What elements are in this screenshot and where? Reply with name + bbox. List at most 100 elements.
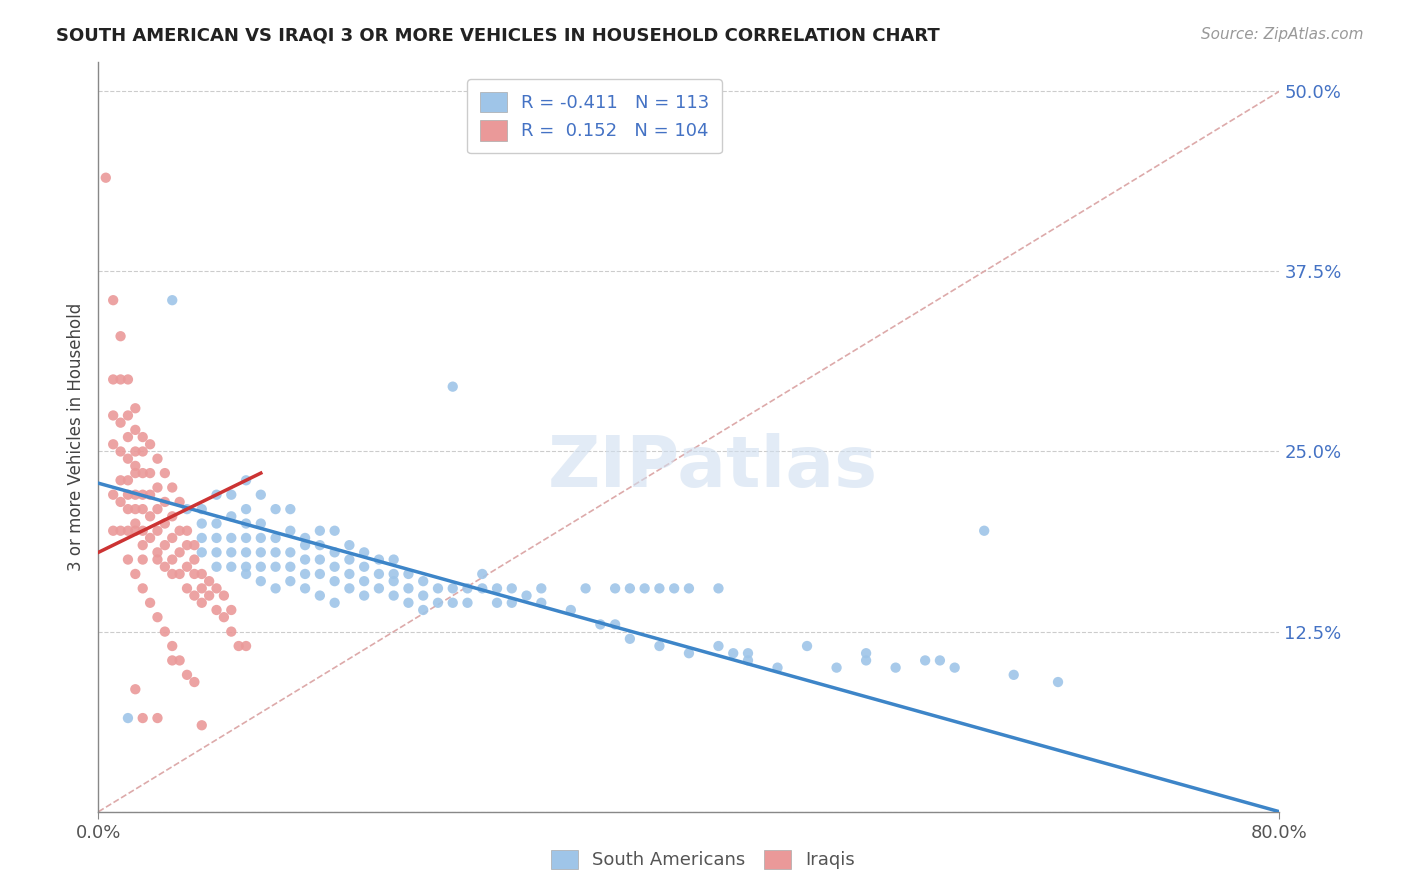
- Point: [183, 538, 205, 552]
- Point: [103, 524, 125, 538]
- Point: [368, 566, 391, 581]
- Point: [456, 582, 478, 596]
- Point: [117, 473, 139, 487]
- Point: [396, 582, 419, 596]
- Point: [103, 488, 125, 502]
- Point: [124, 466, 146, 480]
- Point: [191, 545, 214, 559]
- Point: [278, 559, 302, 574]
- Point: [191, 531, 214, 545]
- Point: [855, 653, 877, 667]
- Point: [664, 582, 686, 596]
- Point: [212, 589, 235, 603]
- Point: [110, 372, 132, 386]
- Point: [928, 653, 950, 667]
- Point: [294, 531, 316, 545]
- Point: [1002, 668, 1025, 682]
- Point: [212, 610, 235, 624]
- Point: [219, 624, 242, 639]
- Point: [219, 603, 242, 617]
- Point: [176, 502, 198, 516]
- Point: [103, 372, 125, 386]
- Point: [183, 589, 205, 603]
- Point: [169, 495, 191, 509]
- Point: [486, 596, 509, 610]
- Point: [132, 552, 155, 566]
- Point: [162, 552, 183, 566]
- Point: [146, 545, 169, 559]
- Point: [589, 617, 612, 632]
- Point: [205, 603, 228, 617]
- Point: [219, 488, 242, 502]
- Point: [176, 668, 198, 682]
- Point: [205, 545, 228, 559]
- Text: SOUTH AMERICAN VS IRAQI 3 OR MORE VEHICLES IN HOUSEHOLD CORRELATION CHART: SOUTH AMERICAN VS IRAQI 3 OR MORE VEHICL…: [56, 27, 941, 45]
- Point: [382, 589, 405, 603]
- Point: [117, 524, 139, 538]
- Point: [737, 653, 759, 667]
- Point: [146, 610, 169, 624]
- Point: [146, 552, 169, 566]
- Point: [353, 574, 375, 589]
- Point: [132, 524, 155, 538]
- Point: [353, 589, 375, 603]
- Point: [309, 538, 332, 552]
- Point: [456, 596, 478, 610]
- Point: [943, 660, 966, 674]
- Point: [309, 552, 332, 566]
- Point: [139, 531, 162, 545]
- Point: [250, 545, 273, 559]
- Point: [124, 401, 146, 416]
- Point: [707, 582, 730, 596]
- Point: [162, 531, 183, 545]
- Point: [707, 639, 730, 653]
- Point: [294, 552, 316, 566]
- Point: [191, 516, 214, 531]
- Point: [339, 566, 360, 581]
- Point: [323, 574, 346, 589]
- Point: [323, 596, 346, 610]
- Point: [110, 444, 132, 458]
- Point: [146, 711, 169, 725]
- Point: [678, 646, 700, 660]
- Point: [368, 582, 391, 596]
- Point: [139, 437, 162, 451]
- Point: [884, 660, 907, 674]
- Point: [368, 552, 391, 566]
- Point: [219, 509, 242, 524]
- Point: [205, 582, 228, 596]
- Point: [110, 473, 132, 487]
- Point: [250, 574, 273, 589]
- Point: [191, 566, 214, 581]
- Point: [648, 639, 671, 653]
- Point: [264, 582, 287, 596]
- Point: [264, 502, 287, 516]
- Point: [441, 379, 464, 393]
- Point: [169, 545, 191, 559]
- Point: [153, 538, 176, 552]
- Point: [110, 329, 132, 343]
- Point: [235, 531, 257, 545]
- Point: [132, 582, 155, 596]
- Point: [278, 502, 302, 516]
- Point: [441, 582, 464, 596]
- Point: [132, 711, 155, 725]
- Point: [235, 559, 257, 574]
- Point: [191, 596, 214, 610]
- Point: [250, 559, 273, 574]
- Legend: R = -0.411   N = 113, R =  0.152   N = 104: R = -0.411 N = 113, R = 0.152 N = 104: [467, 79, 723, 153]
- Point: [855, 646, 877, 660]
- Point: [153, 516, 176, 531]
- Point: [124, 488, 146, 502]
- Point: [441, 596, 464, 610]
- Point: [678, 582, 700, 596]
- Point: [176, 538, 198, 552]
- Point: [396, 596, 419, 610]
- Point: [219, 531, 242, 545]
- Point: [1046, 675, 1069, 690]
- Point: [278, 545, 302, 559]
- Point: [117, 488, 139, 502]
- Point: [169, 524, 191, 538]
- Point: [427, 582, 450, 596]
- Point: [250, 488, 273, 502]
